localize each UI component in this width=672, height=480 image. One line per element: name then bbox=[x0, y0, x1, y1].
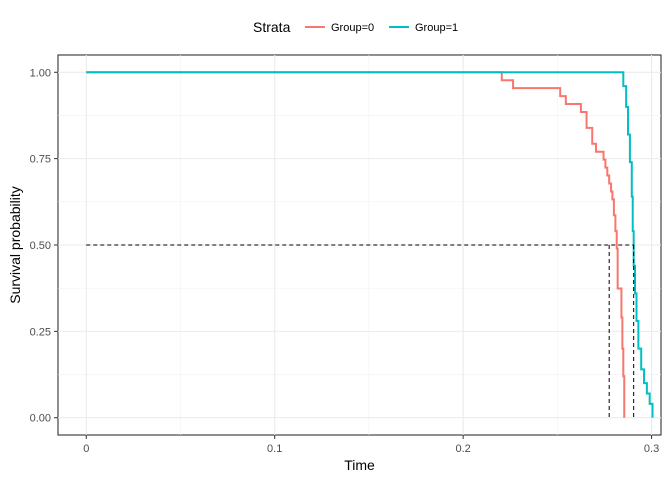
y-tick-label: 0.75 bbox=[30, 154, 51, 166]
x-tick-label: 0.3 bbox=[644, 443, 659, 455]
y-tick-label: 0.50 bbox=[30, 240, 51, 252]
x-axis-title: Time bbox=[344, 457, 375, 473]
y-axis-ticks: 0.00 0.25 0.50 0.75 1.00 bbox=[30, 67, 58, 425]
y-axis-title: Survival probability bbox=[7, 186, 23, 304]
series-line-group-1 bbox=[86, 71, 654, 418]
series-group bbox=[86, 71, 654, 418]
y-tick-label: 0.00 bbox=[30, 413, 51, 425]
legend-label: Group=1 bbox=[415, 22, 458, 34]
legend-title: Strata bbox=[253, 19, 291, 35]
series-line-group-0 bbox=[86, 71, 626, 418]
y-tick-label: 0.25 bbox=[30, 326, 51, 338]
y-tick-label: 1.00 bbox=[30, 67, 51, 79]
legend: Strata Group=0 Group=1 bbox=[253, 19, 458, 35]
x-tick-label: 0.1 bbox=[267, 443, 282, 455]
median-lines bbox=[86, 244, 635, 418]
x-tick-label: 0 bbox=[83, 443, 89, 455]
x-axis-ticks: 0 0.1 0.2 0.3 bbox=[83, 435, 659, 455]
x-tick-label: 0.2 bbox=[455, 443, 470, 455]
legend-label: Group=0 bbox=[331, 22, 374, 34]
